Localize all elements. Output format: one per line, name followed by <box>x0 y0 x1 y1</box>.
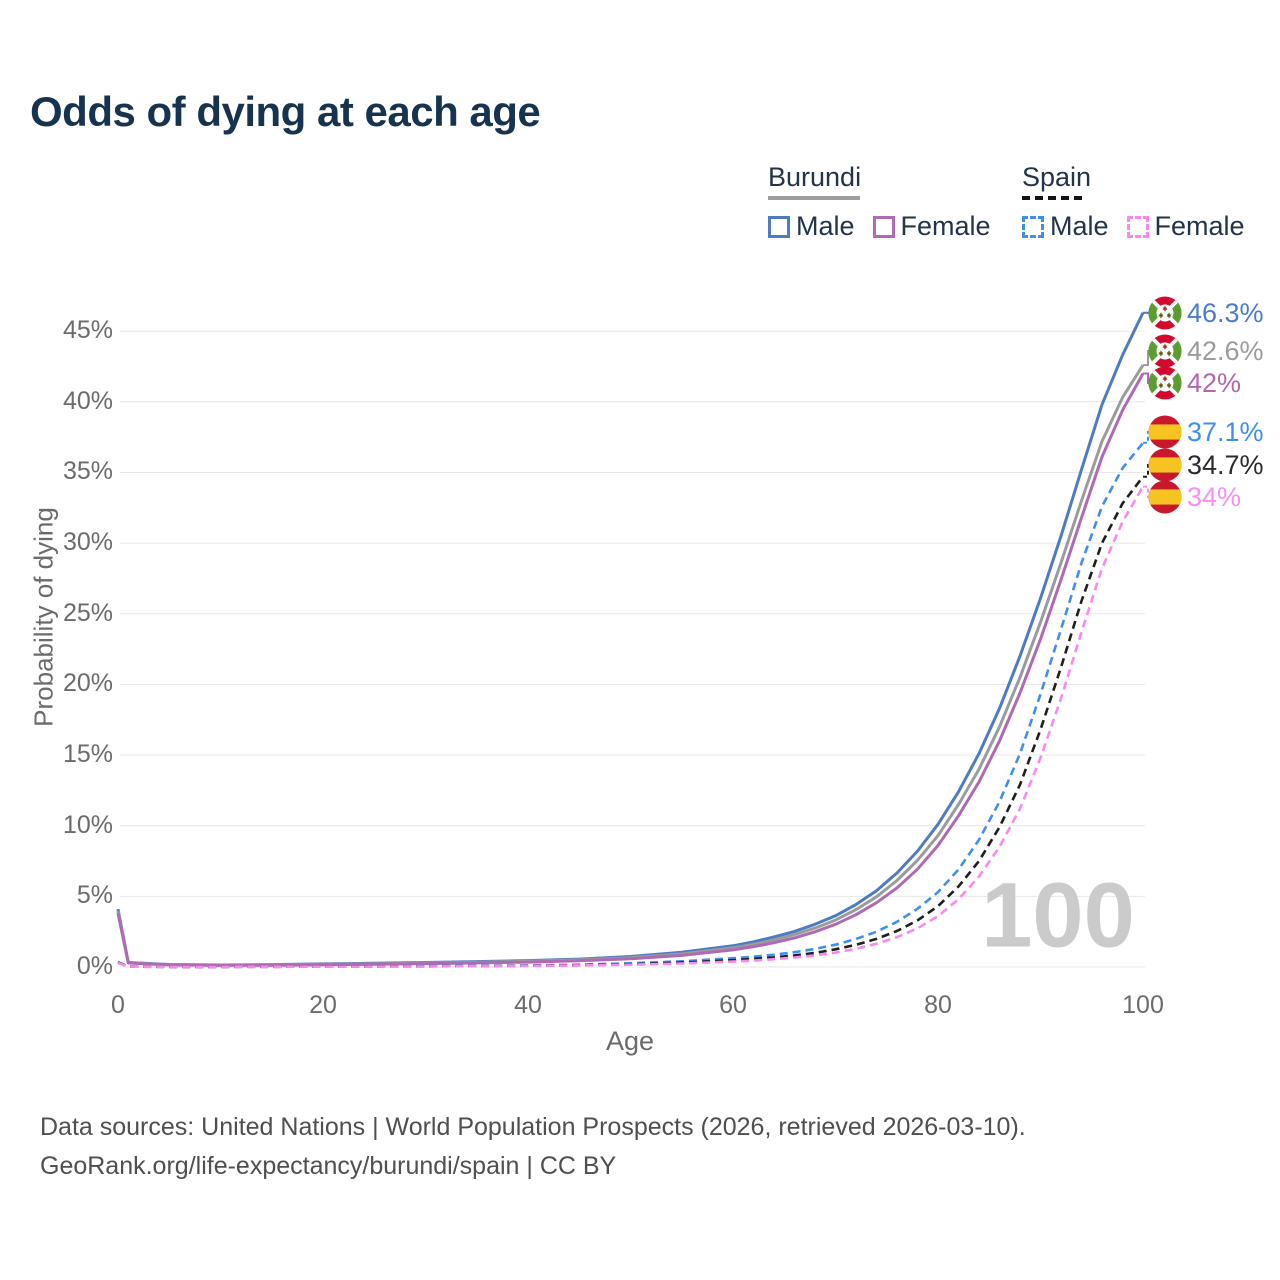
age-watermark: 100 <box>981 864 1135 967</box>
legend-item-burundi-male[interactable]: Male <box>768 211 855 242</box>
spain-flag-icon <box>1148 480 1182 514</box>
end-value-label: 34.7% <box>1187 449 1264 480</box>
spain-flag-icon <box>1148 448 1182 482</box>
data-source-line: Data sources: United Nations | World Pop… <box>40 1113 1026 1141</box>
spain-line-style-swatch <box>1022 196 1086 200</box>
x-tick-label: 0 <box>111 991 125 1019</box>
end-value-spain-male: 37.1% <box>1148 414 1264 450</box>
burundi-line-style-swatch <box>768 196 860 200</box>
end-value-label: 37.1% <box>1187 416 1264 447</box>
end-value-spain-female: 34% <box>1148 479 1241 515</box>
spain-female-swatch-icon <box>1126 215 1149 238</box>
x-tick-label: 80 <box>924 991 952 1019</box>
leader-line <box>1143 464 1154 478</box>
burundi-male-swatch-icon <box>768 215 790 238</box>
end-value-spain-both: 34.7% <box>1148 447 1264 483</box>
y-tick-label: 10% <box>62 810 113 839</box>
legend-country-burundi: Burundi <box>768 162 862 192</box>
x-tick-label: 60 <box>719 991 747 1019</box>
legend-country-spain: Spain <box>1022 162 1092 192</box>
end-value-burundi-both: 42.6% <box>1148 333 1264 369</box>
burundi-flag-icon <box>1148 296 1182 330</box>
x-tick-label: 20 <box>309 991 337 1019</box>
burundi-flag-icon <box>1148 334 1182 368</box>
series-line-spain-female <box>117 485 1145 969</box>
leader-line <box>1143 485 1154 498</box>
y-tick-label: 5% <box>76 881 113 910</box>
end-value-label: 42% <box>1187 367 1242 398</box>
series-line-burundi-female <box>116 372 1145 967</box>
footer: Data sources: United Nations | World Pop… <box>40 1108 1026 1186</box>
series-line-spain-both <box>117 475 1145 969</box>
y-tick-label: 40% <box>62 386 113 415</box>
legend-item-spain-female[interactable]: Female <box>1126 211 1245 242</box>
series-line-spain-male <box>117 441 1145 969</box>
legend-group-spain: Spain Male Female <box>1022 162 1245 242</box>
end-value-burundi-male: 46.3% <box>1148 295 1264 331</box>
legend-label: Male <box>1050 211 1109 241</box>
chart-title: Odds of dying at each age <box>30 88 541 135</box>
x-tick-label: 100 <box>1122 991 1164 1019</box>
x-tick-label: 40 <box>514 991 542 1019</box>
burundi-female-swatch-icon <box>872 215 895 238</box>
spain-flag-icon <box>1148 415 1182 449</box>
end-value-label: 42.6% <box>1187 335 1264 366</box>
spain-male-swatch-icon <box>1022 215 1044 238</box>
end-value-label: 34% <box>1187 481 1242 512</box>
y-tick-label: 25% <box>62 598 113 627</box>
legend-group-burundi: Burundi Male Female <box>768 162 991 242</box>
end-value-label: 46.3% <box>1187 297 1264 328</box>
legend-label: Female <box>900 211 991 241</box>
burundi-flag-icon <box>1148 366 1182 400</box>
legend-item-spain-male[interactable]: Male <box>1022 211 1109 242</box>
end-value-burundi-female: 42% <box>1148 365 1241 401</box>
y-tick-label: 35% <box>62 457 113 486</box>
y-tick-label: 30% <box>62 528 113 557</box>
y-tick-label: 20% <box>62 669 113 698</box>
y-tick-label: 15% <box>62 740 113 769</box>
leader-line <box>1143 431 1154 444</box>
x-axis-title: Age <box>605 1026 655 1056</box>
legend-label: Male <box>796 211 855 241</box>
attribution-line: GeoRank.org/life-expectancy/burundi/spai… <box>40 1152 617 1180</box>
y-tick-label: 0% <box>76 952 113 980</box>
y-tick-label: 45% <box>62 316 113 345</box>
legend-label: Female <box>1154 211 1245 241</box>
legend-item-burundi-female[interactable]: Female <box>872 211 991 242</box>
